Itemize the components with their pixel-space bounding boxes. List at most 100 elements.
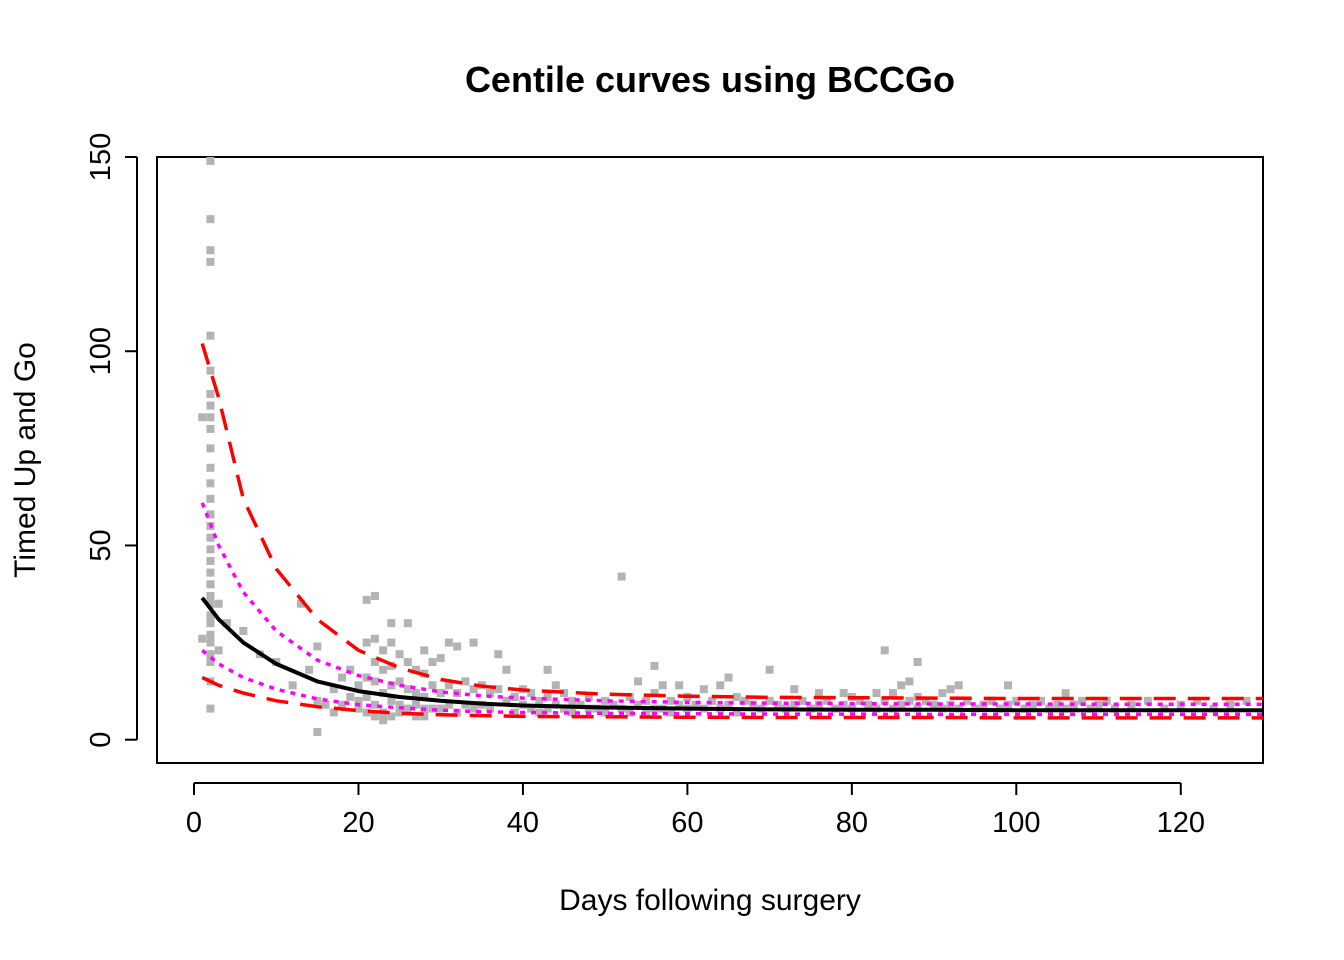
- y-tick-label: 150: [85, 133, 117, 181]
- data-point: [206, 156, 215, 165]
- data-point: [601, 696, 610, 705]
- data-point: [370, 591, 379, 600]
- data-point: [543, 704, 552, 713]
- data-point: [921, 696, 930, 705]
- data-point: [370, 658, 379, 666]
- data-point: [724, 673, 733, 682]
- x-tick-label: 0: [186, 807, 202, 839]
- data-point: [206, 215, 215, 224]
- data-point: [412, 689, 421, 698]
- data-point: [420, 646, 429, 655]
- data-point: [469, 685, 478, 694]
- data-point: [362, 673, 371, 682]
- data-point: [206, 545, 215, 554]
- data-point: [642, 696, 651, 705]
- data-point: [206, 389, 215, 398]
- data-point: [206, 366, 215, 375]
- data-point: [560, 704, 569, 713]
- y-tick-label: 50: [85, 529, 117, 561]
- data-point: [584, 692, 593, 701]
- data-point: [650, 661, 659, 670]
- data-point: [329, 685, 338, 694]
- y-axis-label: Timed Up and Go: [9, 342, 42, 578]
- data-point: [370, 700, 379, 709]
- data-point: [543, 692, 552, 701]
- data-point: [206, 568, 215, 577]
- data-point: [1242, 696, 1251, 705]
- data-point: [1102, 696, 1111, 705]
- data-point: [198, 413, 207, 422]
- data-point: [535, 708, 544, 717]
- data-point: [420, 692, 429, 701]
- data-point: [1036, 696, 1045, 705]
- data-point: [469, 704, 478, 713]
- data-point: [823, 696, 832, 705]
- data-point: [938, 689, 947, 698]
- data-point: [1004, 681, 1013, 690]
- data-point: [403, 704, 412, 713]
- data-point: [839, 689, 848, 698]
- data-point: [872, 689, 881, 698]
- data-point: [444, 700, 453, 709]
- data-point: [486, 704, 495, 713]
- data-point: [946, 685, 955, 694]
- data-point: [346, 665, 355, 674]
- data-point: [930, 700, 939, 709]
- data-point: [444, 681, 453, 690]
- data-point: [313, 642, 322, 651]
- data-point: [379, 646, 388, 655]
- data-point: [461, 700, 470, 709]
- data-point: [387, 638, 396, 647]
- data-point: [732, 708, 741, 717]
- data-point: [206, 424, 215, 433]
- y-axis: 0 50 100 150: [85, 133, 138, 748]
- data-point: [1127, 700, 1136, 709]
- data-point: [880, 696, 889, 705]
- y-tick-label: 100: [85, 327, 117, 375]
- data-point: [206, 246, 215, 255]
- data-point: [206, 533, 215, 542]
- data-point: [551, 681, 560, 690]
- x-tick-label: 100: [992, 807, 1040, 839]
- data-point: [617, 572, 626, 581]
- data-point: [699, 685, 708, 694]
- data-point: [601, 708, 610, 717]
- data-point: [206, 704, 215, 713]
- data-point: [338, 700, 347, 709]
- data-point: [634, 700, 643, 709]
- data-point: [206, 444, 215, 453]
- data-point: [206, 401, 215, 410]
- lower-outer-centile-line: [201, 675, 1263, 720]
- data-point: [740, 696, 749, 705]
- data-point: [1193, 696, 1202, 705]
- data-point: [296, 599, 305, 608]
- x-tick-label: 60: [671, 807, 703, 839]
- data-point: [658, 681, 667, 690]
- data-point: [436, 654, 445, 663]
- data-point: [354, 704, 363, 713]
- data-point: [535, 696, 544, 705]
- data-point: [469, 638, 478, 647]
- data-point: [453, 642, 462, 651]
- data-point: [313, 696, 322, 705]
- data-point: [206, 257, 215, 266]
- data-point: [461, 677, 470, 686]
- data-point: [765, 696, 774, 705]
- data-point: [444, 638, 453, 647]
- data-point: [395, 650, 404, 659]
- data-point: [214, 646, 223, 655]
- data-point: [206, 413, 215, 422]
- data-point: [880, 646, 889, 655]
- data-point: [1061, 689, 1070, 698]
- data-point: [436, 704, 445, 713]
- plot-area-frame: [156, 156, 1264, 764]
- data-point: [502, 696, 511, 705]
- y-tick-label: 0: [85, 732, 117, 748]
- data-point: [346, 692, 355, 701]
- data-point: [214, 599, 223, 608]
- data-point: [609, 700, 618, 709]
- data-point: [403, 658, 412, 666]
- data-point: [716, 681, 725, 690]
- data-point: [370, 712, 379, 721]
